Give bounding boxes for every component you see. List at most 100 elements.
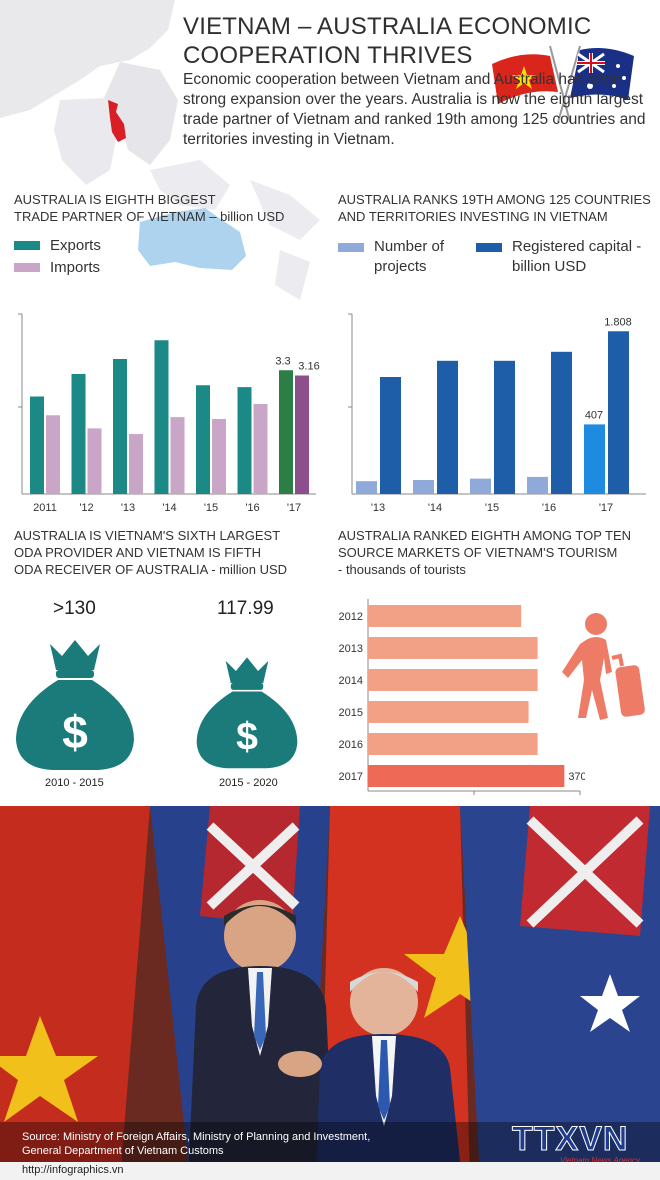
tourism-section-title: AUSTRALIA RANKED EIGHTH AMONG TOP TEN SO…	[338, 527, 658, 578]
exports-bar	[30, 396, 44, 494]
trade-title-line2: TRADE PARTNER OF VIETNAM – billion USD	[14, 209, 285, 224]
money-bag-icon: $	[16, 640, 134, 770]
imports-bar	[253, 404, 268, 494]
imports-bar	[170, 417, 185, 494]
tourism-bar-chart: 2012 2013 2014 2015 2016 2017 370.43	[339, 599, 585, 795]
x-tick-label: '12	[79, 502, 93, 514]
y-tick-label: 2013	[339, 643, 363, 655]
oda-value-2010-2015: >130	[53, 598, 96, 619]
imports-bar	[46, 415, 60, 494]
capital-bar	[437, 360, 458, 494]
legend-capital: Registered capital - billion USD	[476, 237, 652, 277]
page-title-line1: VIETNAM – AUSTRALIA ECONOMIC	[183, 13, 592, 40]
source-line1: Source: Ministry of Foreign Affairs, Min…	[22, 1131, 371, 1143]
oda-title-line1: AUSTRALIA IS VIETNAM'S SIXTH LARGEST	[14, 528, 281, 543]
svg-text:$: $	[62, 706, 88, 758]
x-tick-label: '14	[162, 502, 176, 514]
trade-title-line1: AUSTRALIA IS EIGHTH BIGGEST	[14, 192, 216, 207]
tourism-bar	[368, 701, 529, 723]
footer-bar	[0, 1162, 660, 1180]
exports-bar	[154, 340, 169, 494]
exports-bar	[113, 359, 127, 494]
exports-bar	[196, 385, 210, 494]
exports-bar	[71, 374, 86, 494]
x-tick-label: '14	[428, 502, 442, 514]
tourism-bar	[368, 733, 538, 755]
projects-data-label: 407	[585, 409, 603, 421]
oda-value-2015-2020: 117.99	[217, 598, 274, 619]
tourism-title-line2: SOURCE MARKETS OF VIETNAM'S TOURISM	[338, 545, 618, 560]
traveler-with-luggage-icon	[562, 613, 645, 720]
x-tick-label: '17	[599, 502, 613, 514]
exports-bar	[279, 370, 293, 494]
svg-text:$: $	[236, 715, 258, 759]
tourism-bar	[368, 669, 538, 691]
source-note: Source: Ministry of Foreign Affairs, Min…	[22, 1130, 452, 1158]
oda-period-2015-2020: 2015 - 2020	[219, 777, 278, 789]
oda-title-line2: ODA PROVIDER AND VIETNAM IS FIFTH	[14, 545, 262, 560]
footer-url-link[interactable]: http://infographics.vn	[22, 1164, 124, 1176]
y-tick-label: 2012	[339, 611, 363, 623]
projects-bar	[470, 478, 491, 494]
vietnam-flag-icon	[492, 54, 558, 104]
x-tick-label: '13	[121, 502, 135, 514]
legend-capital-label: Registered capital - billion USD	[512, 238, 642, 275]
legend-exports-swatch	[14, 241, 40, 250]
capital-data-label: 1.808	[604, 316, 632, 328]
tourism-bar	[368, 605, 522, 627]
investment-section-title: AUSTRALIA RANKS 19TH AMONG 125 COUNTRIES…	[338, 191, 658, 225]
y-tick-label: 2014	[339, 675, 363, 687]
trade-bar-chart: 2011 '12 '13 '14 '15 '16 '17 3.3 3.16	[18, 313, 320, 514]
x-tick-label: '16	[245, 502, 259, 514]
imports-bar	[212, 419, 226, 494]
page-title: VIETNAM – AUSTRALIA ECONOMIC COOPERATION…	[183, 12, 653, 70]
investment-bar-chart: '13 '14 '15 '16 '17 407 1.808	[348, 313, 646, 514]
tourism-bar	[368, 637, 538, 659]
australia-flag-icon	[570, 48, 634, 100]
tourism-title-line1: AUSTRALIA RANKED EIGHTH AMONG TOP TEN	[338, 528, 632, 543]
australia-map-icon	[138, 208, 246, 270]
projects-bar	[584, 424, 605, 494]
legend-projects: Number of projects	[338, 237, 469, 277]
legend-exports: Exports	[14, 237, 101, 254]
legend-imports-swatch	[14, 263, 40, 272]
legend-exports-label: Exports	[50, 237, 101, 254]
investment-title-line1: AUSTRALIA RANKS 19TH AMONG 125 COUNTRIES	[338, 192, 651, 207]
projects-bar	[413, 479, 434, 494]
money-bag-icon: $	[196, 657, 298, 769]
vietnam-shape-icon	[108, 100, 126, 142]
oda-title-line3: ODA RECEIVER OF AUSTRALIA - million USD	[14, 562, 288, 577]
x-tick-label: '15	[204, 502, 218, 514]
imports-bar	[295, 375, 309, 494]
tourism-data-label: 370.43	[568, 771, 585, 783]
x-tick-label: '15	[485, 502, 499, 514]
projects-bar	[527, 476, 548, 494]
legend-imports: Imports	[14, 259, 100, 276]
exports-bar	[237, 387, 252, 494]
trade-section-title: AUSTRALIA IS EIGHTH BIGGEST TRADE PARTNE…	[14, 191, 314, 225]
oda-period-2010-2015: 2010 - 2015	[45, 777, 104, 789]
tourism-title-line3: - thousands of tourists	[338, 562, 466, 577]
capital-bar	[551, 351, 572, 494]
intro-paragraph: Economic cooperation between Vietnam and…	[183, 71, 646, 148]
flags-illustration	[492, 45, 634, 123]
projects-bar	[356, 481, 377, 494]
legend-projects-label: Number of projects	[374, 238, 445, 275]
asia-map-illustration	[0, 0, 320, 300]
capital-bar	[380, 377, 401, 494]
investment-title-line2: AND TERRITORIES INVESTING IN VIETNAM	[338, 209, 608, 224]
imports-bar	[87, 428, 102, 494]
x-tick-label: '13	[371, 502, 385, 514]
ttxvn-logo: TTXVN Vietnam News Agency	[512, 1120, 652, 1170]
capital-bar	[494, 360, 515, 494]
oda-section-title: AUSTRALIA IS VIETNAM'S SIXTH LARGEST ODA…	[14, 527, 324, 578]
x-tick-label: 2011	[33, 502, 57, 514]
y-tick-label: 2015	[339, 707, 363, 719]
y-tick-label: 2017	[339, 771, 363, 783]
legend-capital-swatch	[476, 243, 502, 252]
imports-data-label: 3.16	[298, 361, 319, 373]
leaders-handshake-photo	[0, 806, 660, 1180]
capital-bar	[608, 331, 629, 494]
y-tick-label: 2016	[339, 739, 363, 751]
legend-projects-swatch	[338, 243, 364, 252]
